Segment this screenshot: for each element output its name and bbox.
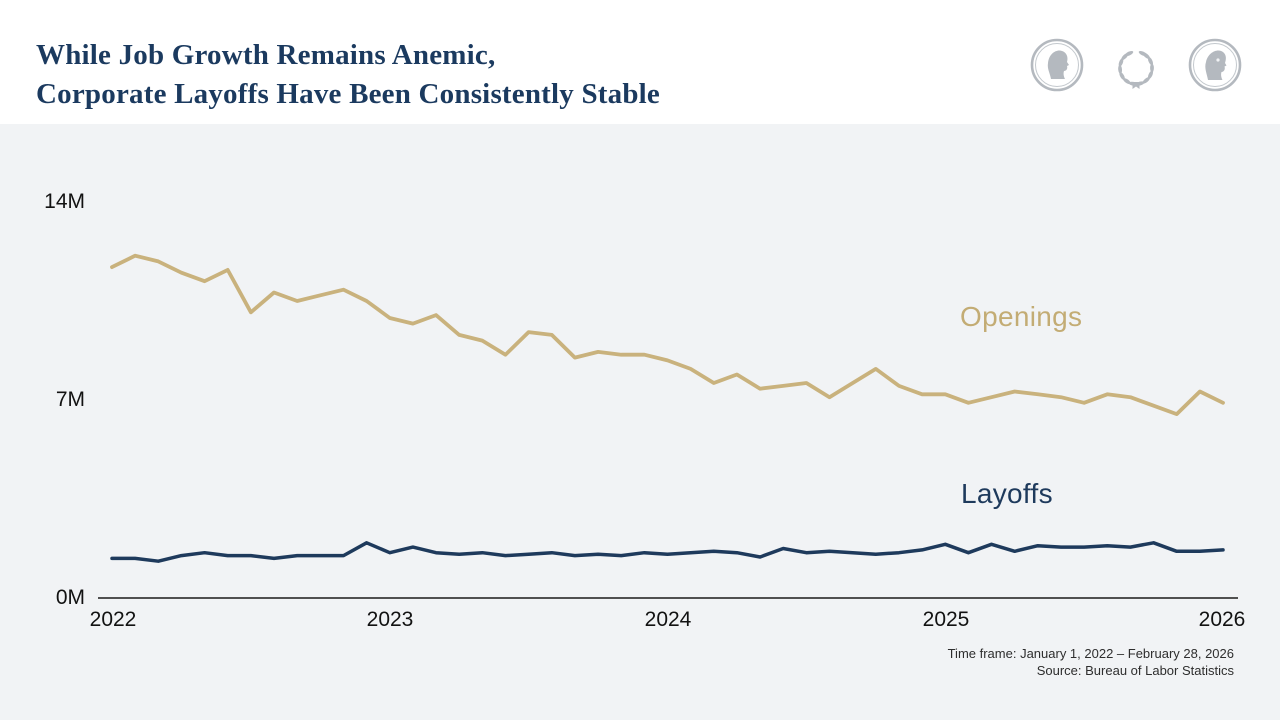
logo-icons — [1030, 38, 1242, 92]
y-tick-0m: 0M — [55, 586, 85, 609]
x-tick-2025: 2025 — [922, 608, 970, 631]
chart-area — [0, 124, 1280, 720]
coin-head-left-icon — [1030, 38, 1084, 92]
y-tick-7m: 7M — [55, 388, 85, 411]
series-label-layoffs: Layoffs — [961, 478, 1053, 509]
x-tick-2026: 2026 — [1198, 608, 1246, 631]
layoffs-line — [110, 541, 1225, 563]
page-title: While Job Growth Remains Anemic, Corpora… — [36, 36, 660, 114]
series-label-openings: Openings — [960, 301, 1083, 332]
title-line-1: While Job Growth Remains Anemic, — [36, 39, 496, 71]
header: While Job Growth Remains Anemic, Corpora… — [0, 0, 1280, 124]
openings-line — [110, 253, 1225, 417]
footer-source: Source: Bureau of Labor Statistics — [1036, 663, 1234, 678]
footer-timeframe: Time frame: January 1, 2022 – February 2… — [947, 646, 1234, 661]
title-line-2: Corporate Layoffs Have Been Consistently… — [36, 78, 660, 110]
x-tick-2022: 2022 — [89, 608, 137, 631]
x-tick-2024: 2024 — [644, 608, 692, 631]
y-tick-14m: 14M — [44, 190, 85, 213]
footer-notes: Time frame: January 1, 2022 – February 2… — [948, 645, 1234, 679]
x-tick-2023: 2023 — [366, 608, 414, 631]
chart-svg — [98, 253, 1238, 599]
coin-head-right-icon — [1188, 38, 1242, 92]
laurel-wreath-icon — [1118, 50, 1154, 89]
